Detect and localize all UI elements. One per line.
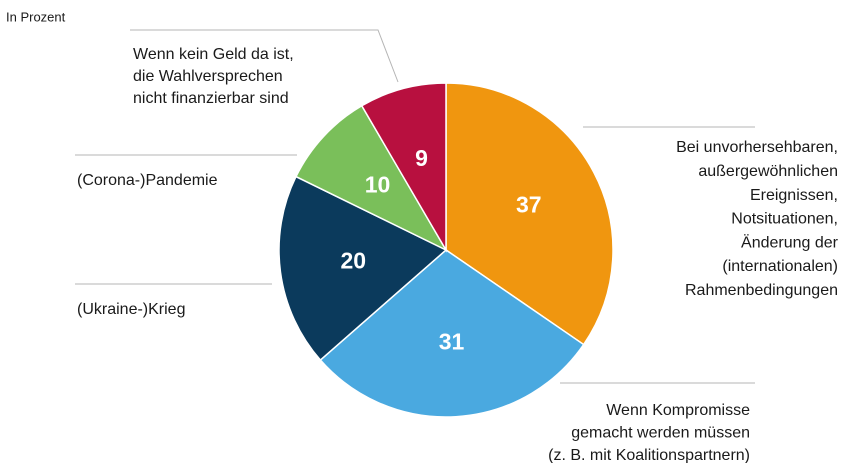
- category-label: Rahmenbedingungen: [685, 282, 838, 299]
- pie-slice: [360, 82, 447, 253]
- pie-slice: [294, 104, 448, 252]
- category-label: Notsituationen,: [731, 211, 838, 228]
- value-label: 9: [415, 145, 428, 171]
- category-label: Änderung der: [741, 233, 839, 251]
- category-label: die Wahlversprechen: [133, 68, 283, 85]
- pie-slice: [319, 249, 585, 418]
- category-label: (internationalen): [722, 258, 838, 275]
- category-label: außergewöhnlichen: [698, 163, 838, 180]
- category-label: gemacht werden müssen: [571, 425, 750, 442]
- value-label: 37: [516, 192, 542, 218]
- category-label: Wenn Kompromisse: [606, 402, 750, 419]
- pie-slice: [445, 82, 614, 346]
- category-label: (z. B. mit Koalitionspartnern): [548, 447, 750, 463]
- category-label: Bei unvorhersehbaren,: [676, 139, 838, 156]
- leader-line: [130, 29, 399, 83]
- category-label: (Ukraine-)Krieg: [77, 301, 185, 318]
- category-label: Ereignissen,: [750, 187, 838, 204]
- category-label: Wenn kein Geld da ist,: [133, 46, 294, 63]
- category-label: (Corona-)Pandemie: [77, 172, 218, 189]
- value-label: 20: [340, 247, 366, 273]
- value-label: 10: [365, 171, 391, 197]
- pie-slice: [278, 175, 448, 362]
- chart-subtitle: In Prozent: [6, 9, 66, 24]
- value-label: 31: [439, 328, 465, 354]
- category-label: nicht finanzierbar sind: [133, 90, 289, 107]
